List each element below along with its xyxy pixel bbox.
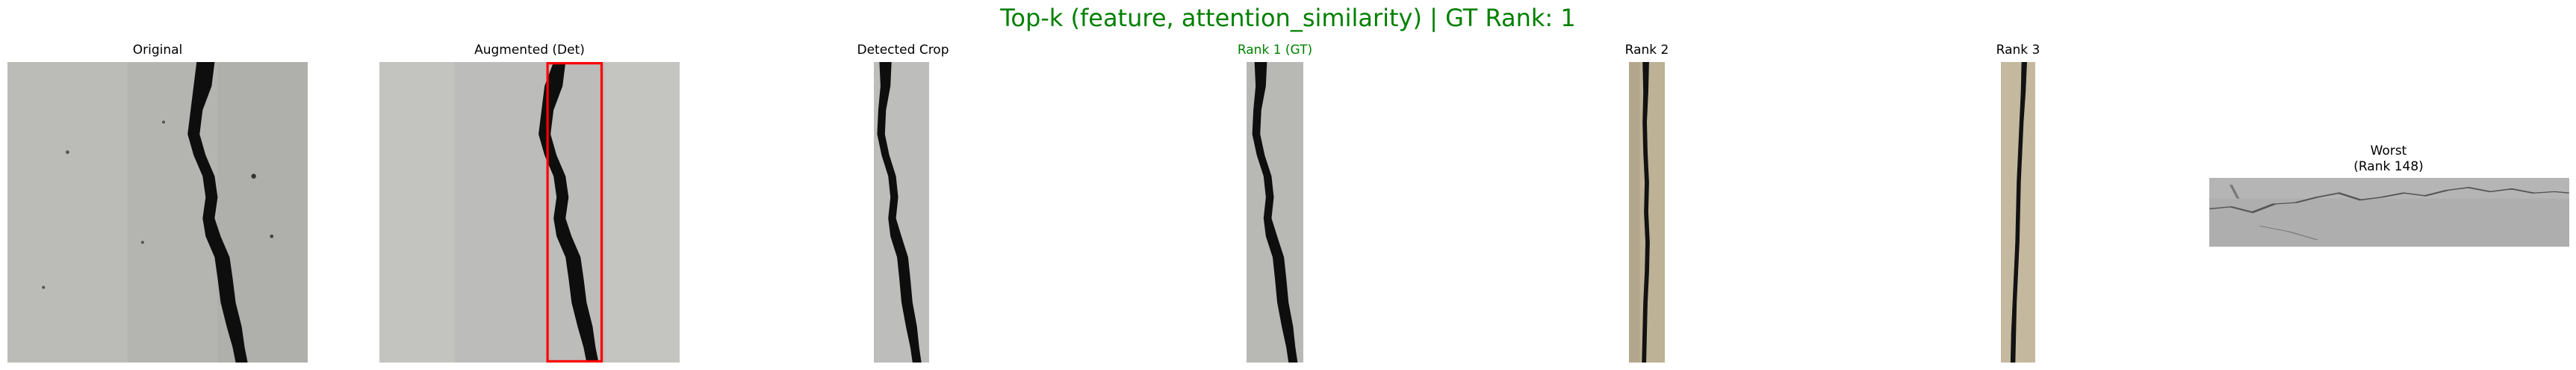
figure-title: Top-k (feature, attention_similarity) | … bbox=[1000, 4, 1576, 32]
panel-title-original: Original bbox=[132, 43, 183, 58]
rank-1-image bbox=[1247, 62, 1303, 363]
panel-title-rank-2: Rank 2 bbox=[1624, 43, 1669, 58]
panel-title-augmented: Augmented (Det) bbox=[474, 43, 585, 58]
detection-box bbox=[546, 62, 603, 363]
detected-crop-image bbox=[874, 62, 929, 363]
panel-title-detected-crop: Detected Crop bbox=[857, 43, 949, 58]
panel-title-worst: Worst (Rank 148) bbox=[2353, 144, 2424, 174]
original-image bbox=[7, 62, 308, 363]
worst-image bbox=[2209, 178, 2569, 247]
panel-title-rank-3: Rank 3 bbox=[1996, 43, 2040, 58]
rank-3-image bbox=[2001, 62, 2035, 363]
panel-title-rank-1: Rank 1 (GT) bbox=[1237, 43, 1313, 58]
rank-2-image bbox=[1629, 62, 1665, 363]
augmented-image bbox=[379, 62, 680, 363]
